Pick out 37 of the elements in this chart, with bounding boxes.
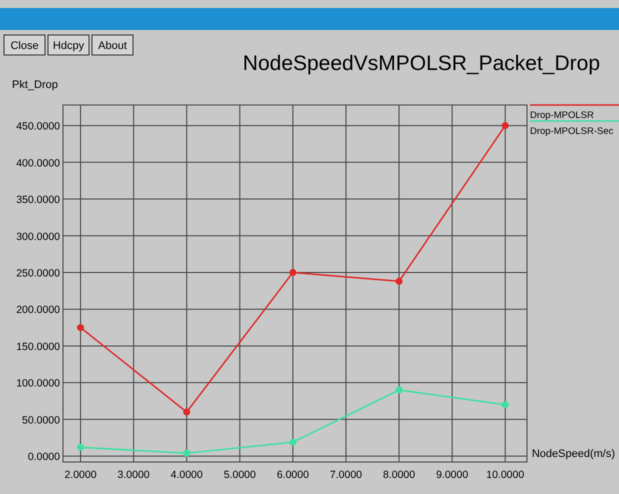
x-axis-title: NodeSpeed(m/s) (532, 448, 615, 460)
y-tick-label: 300.0000 (16, 230, 60, 243)
y-tick-label: 0.0000 (28, 451, 60, 464)
y-tick-label: 100.0000 (16, 378, 60, 390)
button: About (92, 34, 134, 56)
point (289, 268, 296, 276)
button: Close (4, 34, 46, 56)
x-tick-label: 6.0000 (276, 469, 310, 481)
y-tick-label: 50.0000 (22, 414, 60, 426)
y-tick-label: 250.0000 (16, 267, 60, 280)
point (396, 386, 403, 394)
point (183, 450, 190, 457)
point (77, 324, 84, 332)
point (502, 122, 509, 130)
point (502, 401, 509, 408)
y-tick-label: 150.0000 (16, 340, 60, 353)
button: Hdcpy (48, 34, 90, 56)
x-tick-label: 7.0000 (330, 469, 362, 481)
x-tick-label: 9.0000 (436, 469, 468, 481)
text: Drop-MPOLSR-Sec (530, 126, 614, 137)
x-tick-label: 3.0000 (118, 469, 150, 481)
point (289, 438, 296, 446)
y-tick-label: 200.0000 (16, 304, 60, 316)
y-axis-title: Pkt_Drop (12, 79, 58, 91)
x-tick-label: 8.0000 (382, 469, 416, 481)
x-tick-label: 2.0000 (64, 469, 97, 481)
y-tick-label: 450.0000 (16, 120, 60, 133)
x-tick-label: 10.0000 (486, 469, 524, 481)
chart-title: NodeSpeedVsMPOLSR_Packet_Drop (242, 52, 600, 75)
text: Drop-MPOLSR (530, 110, 594, 121)
x-tick-label: 4.0000 (170, 469, 203, 481)
y-tick-label: 350.0000 (16, 194, 60, 206)
y-tick-label: 400.0000 (16, 157, 60, 170)
point (396, 278, 403, 285)
x-tick-label: 5.0000 (224, 469, 256, 481)
point (183, 408, 190, 416)
point (77, 444, 84, 451)
